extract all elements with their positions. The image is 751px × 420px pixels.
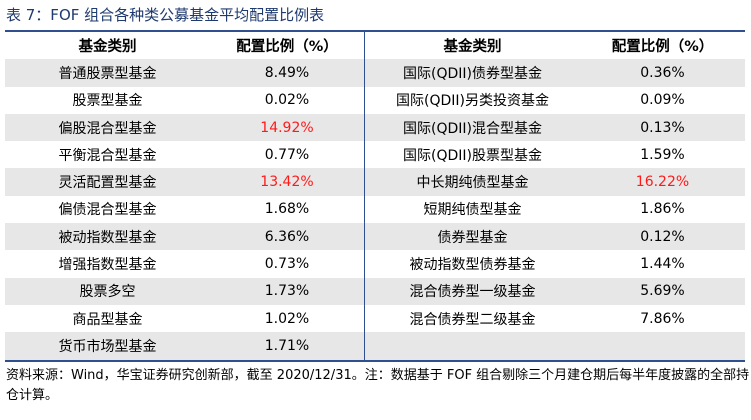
table-row: 增强指数型基金 0.73% [5,250,364,277]
fund-category-cell: 国际(QDII)股票型基金 [403,147,542,164]
header-category: 基金类别 [443,39,502,56]
table-row: 股票多空 1.73% [5,277,364,305]
allocation-ratio-cell: 1.44% [640,256,685,273]
header-ratio: 配置比例（%） [236,39,338,56]
table-row: 商品型基金 1.02% [5,305,364,332]
right-table: 基金类别 配置比例（%） 国际(QDII)债券型基金 0.36% 国际(QDII)另… [365,32,745,360]
table-row: 混合债券型一级基金 5.69% [365,277,745,305]
allocation-ratio-cell: 0.09% [640,92,685,109]
allocation-ratio-cell: 5.69% [580,277,745,305]
allocation-ratio-cell: 1.86% [640,201,685,218]
table-row: 中长期纯债型基金 16.22% [365,168,745,196]
fund-category-cell [365,332,580,360]
allocation-ratio-cell: 13.42% [210,168,364,196]
table-row: 国际(QDII)另类投资基金 0.09% [365,87,745,114]
fund-category-cell: 偏债混合型基金 [58,202,157,219]
table-title: 表 7：FOF 组合各种类公募基金平均配置比例表 [6,6,325,24]
allocation-ratio-cell: 1.59% [640,146,685,163]
fund-category-cell: 偏股混合型基金 [5,113,210,142]
table-row: 债券型基金 0.12% [365,223,745,251]
table-row: 短期纯债型基金 1.86% [365,196,745,223]
allocation-ratio-cell: 1.68% [264,201,310,218]
allocation-ratio-cell: 16.22% [580,168,745,196]
allocation-ratio-cell: 0.13% [580,113,745,142]
table-row: 国际(QDII)混合型基金 0.13% [365,113,745,142]
header-row: 基金类别 配置比例（%） [365,32,745,59]
fund-category-cell: 普通股票型基金 [5,59,210,87]
allocation-ratio-cell: 0.77% [264,146,310,163]
allocation-ratio-cell: 8.49% [210,59,364,87]
fund-category-cell: 国际(QDII)混合型基金 [365,113,580,142]
table-row [365,332,745,360]
table-row: 灵活配置型基金 13.42% [5,168,364,196]
bottom-rule [5,360,745,362]
table-row: 国际(QDII)债券型基金 0.36% [365,59,745,87]
fund-category-cell: 货币市场型基金 [5,332,210,360]
allocation-ratio-cell: 6.36% [210,223,364,251]
table-row: 货币市场型基金 1.71% [5,332,364,360]
header-row: 基金类别 配置比例（%） [5,32,364,59]
fund-category-cell: 被动指数型基金 [5,223,210,251]
allocation-ratio-cell [580,332,745,360]
left-table: 基金类别 配置比例（%） 普通股票型基金 8.49% 股票型基金 0.02% 偏股混合型… [5,32,364,360]
fund-category-cell: 股票型基金 [72,93,143,110]
table-row: 混合债券型二级基金 7.86% [365,305,745,332]
header-ratio: 配置比例（%） [611,39,714,56]
allocation-ratio-cell: 1.73% [210,277,364,305]
fund-category-cell: 中长期纯债型基金 [365,168,580,196]
fund-category-cell: 国际(QDII)另类投资基金 [396,93,549,110]
table-row: 普通股票型基金 8.49% [5,59,364,87]
fund-category-cell: 混合债券型二级基金 [409,311,536,328]
fund-category-cell: 股票多空 [5,277,210,305]
fund-category-cell: 短期纯债型基金 [423,202,522,219]
table-row: 平衡混合型基金 0.77% [5,141,364,168]
table-row: 偏债混合型基金 1.68% [5,196,364,223]
allocation-ratio-cell: 0.73% [264,256,310,273]
table-row: 被动指数型基金 6.36% [5,223,364,251]
fund-category-cell: 商品型基金 [72,311,143,328]
table-row: 被动指数型债券基金 1.44% [365,250,745,277]
allocation-ratio-cell: 0.12% [580,223,745,251]
allocation-ratio-cell: 1.02% [264,310,310,327]
top-rule [5,30,745,32]
table-row: 偏股混合型基金 14.92% [5,113,364,142]
allocation-ratio-cell: 1.71% [210,332,364,360]
allocation-ratio-cell: 14.92% [210,113,364,142]
fund-category-cell: 增强指数型基金 [58,257,157,274]
fund-category-cell: 混合债券型一级基金 [365,277,580,305]
allocation-ratio-cell: 0.02% [264,92,310,109]
fund-category-cell: 平衡混合型基金 [58,147,157,164]
table-row: 股票型基金 0.02% [5,87,364,114]
allocation-ratio-cell: 0.36% [580,59,745,87]
fund-category-cell: 债券型基金 [365,223,580,251]
allocation-ratio-cell: 7.86% [640,310,685,327]
column-divider [364,32,365,360]
fund-category-cell: 灵活配置型基金 [5,168,210,196]
header-category: 基金类别 [78,39,137,56]
fund-category-cell: 被动指数型债券基金 [409,257,536,274]
fund-category-cell: 国际(QDII)债券型基金 [365,59,580,87]
table-row: 国际(QDII)股票型基金 1.59% [365,141,745,168]
source-note: 资料来源：Wind，华宝证券研究创新部，截至 2020/12/31。注：数据基于… [6,368,750,403]
